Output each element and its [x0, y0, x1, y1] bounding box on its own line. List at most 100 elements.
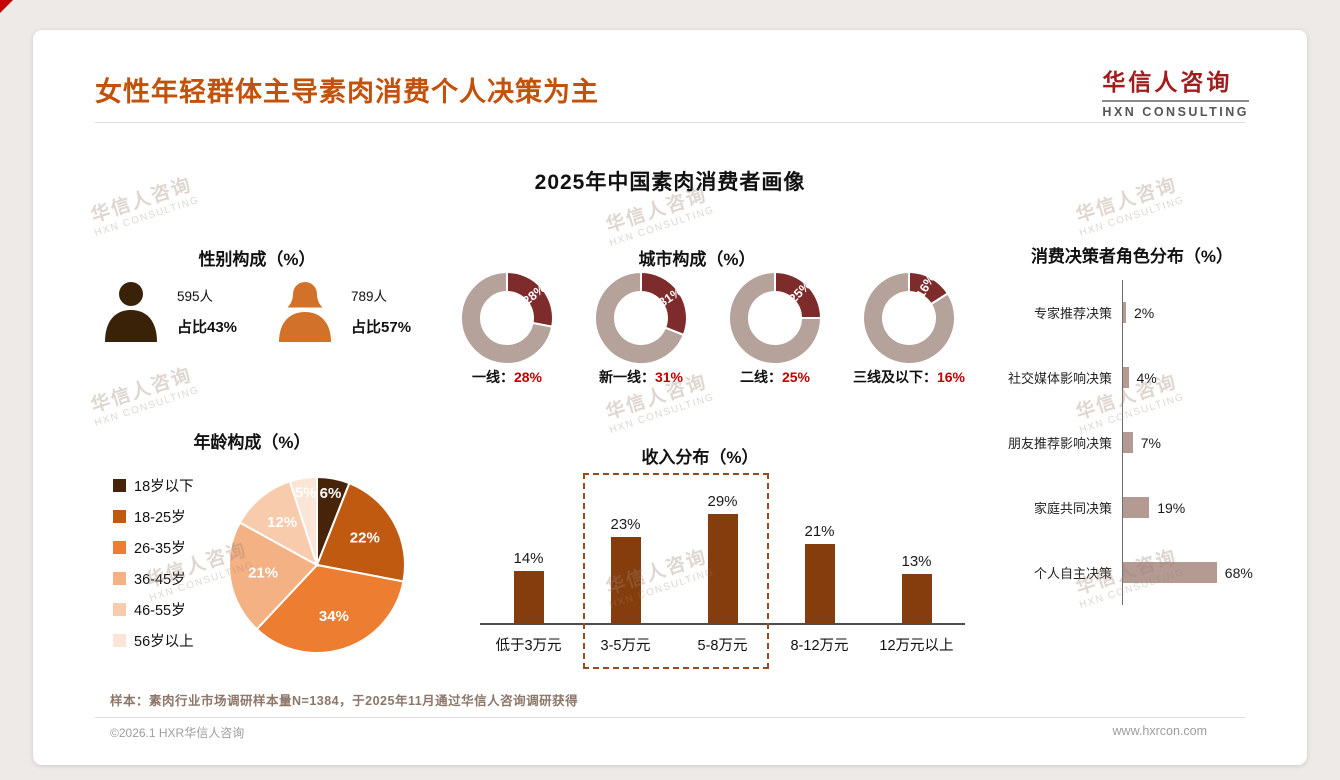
page-title: 女性年轻群体主导素肉消费个人决策为主	[95, 77, 599, 107]
svg-text:22%: 22%	[350, 530, 380, 547]
income-bar	[804, 544, 835, 623]
income-bar	[901, 574, 932, 623]
income-value: 14%	[513, 549, 544, 567]
income-category: 低于3万元	[495, 638, 562, 654]
age-legend-item-3: 36-45岁	[113, 568, 194, 589]
income-col-0: 14%	[480, 549, 577, 623]
svg-text:34%: 34%	[319, 608, 349, 625]
decision-label: 家庭共同决策	[1033, 501, 1112, 516]
legend-swatch-icon	[113, 479, 126, 492]
decision-row-0: 专家推荐决策 2%	[938, 280, 1283, 345]
svg-text:12%: 12%	[267, 514, 297, 531]
footer-divider	[95, 717, 1245, 718]
age-legend-item-2: 26-35岁	[113, 537, 194, 558]
decision-value: 4%	[1136, 369, 1157, 386]
city-donut-2: 25% 二线：25%	[716, 270, 834, 387]
income-categories: 低于3万元 3-5万元 5-8万元 8-12万元 12万元以上	[480, 625, 965, 655]
legend-swatch-icon	[113, 603, 126, 616]
decision-bar-zone: 7%	[1122, 410, 1283, 475]
legend-swatch-icon	[113, 510, 126, 523]
decision-value: 68%	[1224, 564, 1253, 581]
footer-website: www.hxrcon.com	[1112, 724, 1207, 738]
income-value: 21%	[804, 523, 835, 541]
income-col-3: 21%	[771, 523, 868, 623]
income-value: 13%	[901, 553, 932, 571]
donut-label: 一线：28%	[471, 369, 543, 385]
section-title-city: 城市构成（%）	[638, 250, 756, 269]
income-bar	[610, 536, 641, 623]
section-title-income: 收入分布（%）	[641, 448, 759, 467]
income-col-1: 23%	[577, 516, 674, 623]
income-category: 8-12万元	[790, 638, 849, 654]
income-category: 12万元以上	[879, 638, 954, 654]
donut-chart-icon: 31%	[594, 270, 688, 365]
donut-chart-icon: 16%	[862, 270, 956, 365]
decision-label: 朋友推荐影响决策	[1007, 436, 1112, 451]
donut-chart-icon: 28%	[460, 270, 554, 365]
decision-bar	[1123, 432, 1133, 453]
decision-bar-zone: 19%	[1122, 475, 1283, 540]
svg-text:5%: 5%	[295, 485, 317, 502]
section-title-decision: 消费决策者角色分布（%）	[1030, 247, 1234, 266]
header-divider	[95, 122, 1245, 123]
age-legend-item-1: 18-25岁	[113, 506, 194, 527]
female-share: 占比57%	[351, 319, 412, 336]
decision-row-1: 社交媒体影响决策 4%	[938, 345, 1283, 410]
gender-female: 789人 占比57%	[277, 280, 411, 342]
income-category: 5-8万元	[697, 638, 748, 654]
age-pie-chart: 6% 22% 34% 21% 12% 5%	[227, 475, 407, 660]
donut-chart-icon: 25%	[728, 270, 823, 365]
donut-label: 三线及以下：16%	[852, 369, 966, 385]
decision-label: 专家推荐决策	[1033, 306, 1112, 321]
city-donut-row: 28% 一线：28% 31% 新一线：31% 25% 二线：25% 16%	[448, 270, 968, 387]
gender-male: 595人 占比43%	[103, 280, 237, 342]
decision-bar	[1123, 562, 1217, 583]
decision-bar	[1123, 497, 1150, 518]
gender-male-text: 595人 占比43%	[177, 285, 237, 337]
brand-logo-cn: 华信人咨询	[1102, 69, 1233, 95]
income-category: 3-5万元	[600, 638, 651, 654]
decision-row-4: 个人自主决策 68%	[938, 540, 1283, 605]
decision-row-3: 家庭共同决策 19%	[938, 475, 1283, 540]
male-icon	[105, 282, 157, 342]
income-value: 29%	[707, 493, 738, 511]
city-donut-3: 16% 三线及以下：16%	[850, 270, 968, 387]
chart-main-title: 2025年中国素肉消费者画像	[534, 171, 806, 194]
legend-swatch-icon	[113, 634, 126, 647]
brand-logo-en: HXN CONSULTING	[1102, 100, 1249, 119]
footer-copyright: ©2026.1 HXR华信人咨询	[110, 726, 245, 740]
corner-flag-icon	[0, 0, 13, 13]
gender-chart: 595人 占比43% 789人 占比57%	[103, 280, 411, 342]
decision-bar	[1123, 302, 1126, 323]
section-title-gender: 性别构成（%）	[198, 250, 316, 269]
legend-swatch-icon	[113, 572, 126, 585]
decision-bar-chart: 专家推荐决策 2% 社交媒体影响决策 4% 朋友推荐影响决策 7% 家庭共同决策…	[938, 280, 1283, 605]
decision-row-2: 朋友推荐影响决策 7%	[938, 410, 1283, 475]
decision-value: 2%	[1134, 304, 1155, 321]
pie-chart-icon: 6% 22% 34% 21% 12% 5%	[228, 475, 406, 654]
city-donut-1: 31% 新一线：31%	[582, 270, 700, 387]
donut-label: 二线：25%	[739, 369, 811, 385]
brand-logo: 华信人咨询 HXN CONSULTING	[1102, 63, 1249, 119]
income-bar	[513, 570, 544, 623]
income-col-2: 29%	[674, 493, 771, 623]
legend-label: 26-35岁	[134, 541, 186, 557]
slide-card: 华信人咨询 HXN CONSULTING 华信人咨询 HXN CONSULTING 华信…	[33, 30, 1307, 765]
age-legend-item-4: 46-55岁	[113, 599, 194, 620]
female-icon	[279, 282, 332, 342]
income-col-4: 13%	[868, 553, 965, 623]
decision-value: 7%	[1140, 434, 1161, 451]
female-count: 789人	[351, 289, 388, 304]
decision-bar	[1123, 367, 1129, 388]
decision-value: 19%	[1157, 499, 1186, 516]
sample-footnote: 样本：素肉行业市场调研样本量N=1384，于2025年11月通过华信人咨询调研获…	[110, 694, 579, 708]
legend-label: 18岁以下	[134, 479, 194, 495]
decision-label: 社交媒体影响决策	[1007, 371, 1112, 386]
male-count: 595人	[177, 289, 214, 304]
legend-label: 36-45岁	[134, 572, 186, 588]
donut-label: 新一线：31%	[598, 369, 684, 385]
legend-label: 18-25岁	[134, 510, 186, 526]
decision-bar-zone: 4%	[1122, 345, 1283, 410]
svg-text:21%: 21%	[248, 564, 278, 581]
decision-bar-zone: 68%	[1122, 540, 1283, 605]
